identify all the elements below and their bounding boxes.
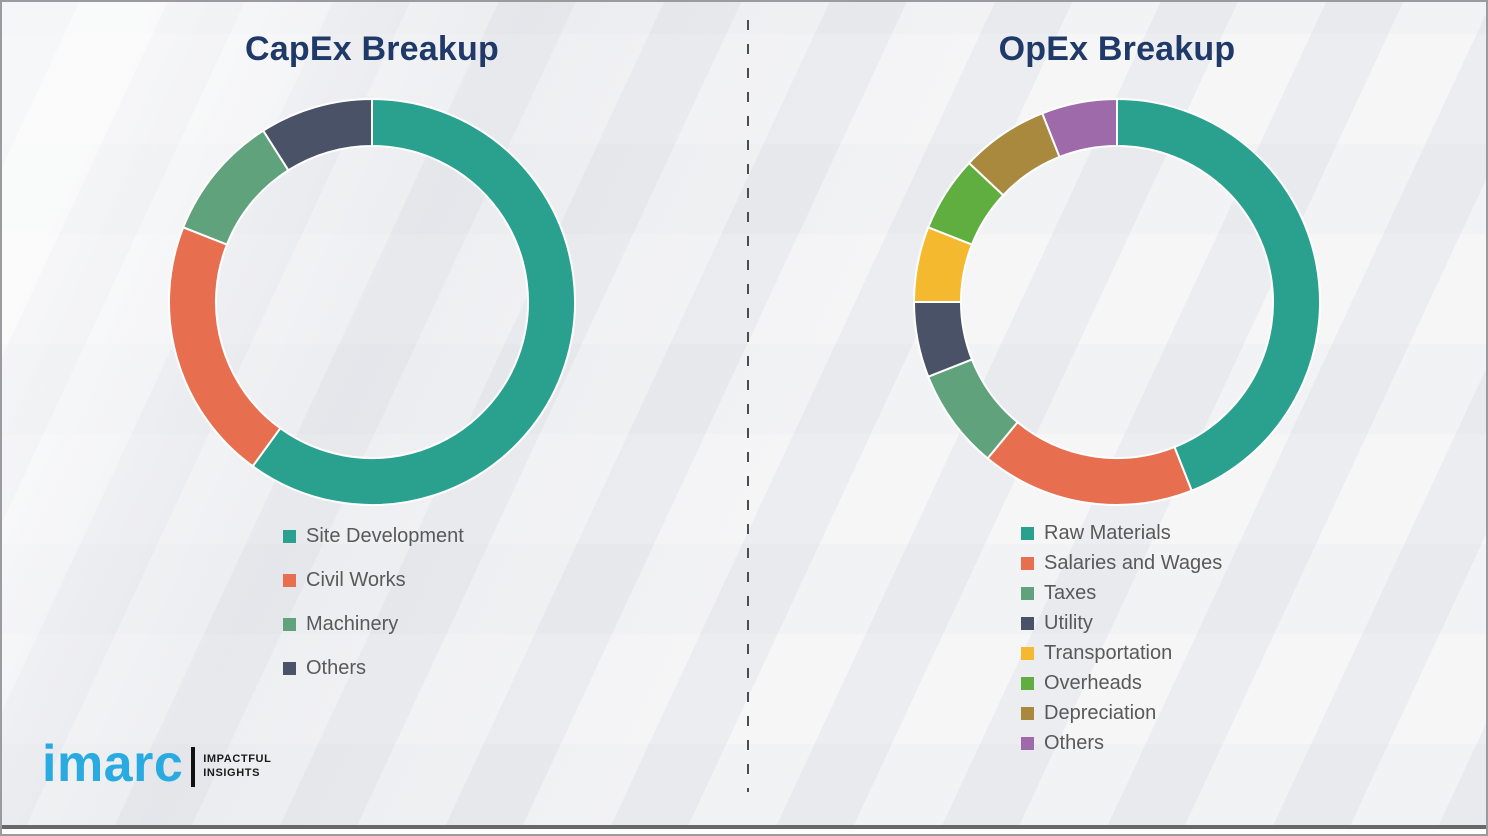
donut-segment-civil-works (168, 226, 282, 468)
legend-label: Overheads (1044, 671, 1142, 694)
legend-item-others: Others (1021, 728, 1222, 758)
imarc-logo: imarc IMPACTFUL INSIGHTS (42, 738, 271, 790)
legend-label: Taxes (1044, 581, 1097, 604)
donut-segment-site-development (251, 98, 576, 506)
legend-label: Raw Materials (1044, 521, 1171, 544)
legend-marker-depreciation (1021, 706, 1034, 720)
legend-marker-others (1021, 736, 1034, 750)
legend-item-others: Others (283, 646, 464, 690)
tagline-line-1: IMPACTFUL (203, 753, 272, 766)
legend-item-civil-works: Civil Works (283, 558, 464, 602)
legend-item-raw-materials: Raw Materials (1021, 518, 1222, 548)
opex-donut-chart (913, 98, 1321, 506)
legend-marker-salaries-and-wages (1021, 556, 1034, 570)
legend-marker-others (283, 661, 296, 675)
donut-segment-machinery (182, 129, 290, 246)
donut-segment-raw-materials (1116, 98, 1321, 492)
legend-label: Civil Works (306, 568, 406, 591)
legend-marker-civil-works (283, 573, 296, 587)
opex-chart-title: OpEx Breakup (998, 30, 1236, 68)
legend-label: Machinery (306, 612, 399, 635)
capex-chart-title: CapEx Breakup (245, 30, 499, 68)
imarc-logo-wordmark: imarc (42, 735, 184, 793)
legend-label: Utility (1044, 611, 1093, 634)
legend-label: Others (1044, 731, 1105, 754)
imarc-logo-tagline: IMPACTFUL INSIGHTS (203, 753, 271, 781)
donut-segment-salaries-and-wages (986, 421, 1193, 506)
legend-label: Site Development (306, 524, 464, 547)
legend-item-salaries-and-wages: Salaries and Wages (1021, 548, 1222, 578)
legend-label: Salaries and Wages (1044, 551, 1223, 574)
logo-separator-bar (191, 747, 196, 787)
legend-item-transportation: Transportation (1021, 638, 1222, 668)
legend-label: Others (306, 656, 367, 679)
legend-item-machinery: Machinery (283, 602, 464, 646)
capex-donut-chart (168, 98, 576, 506)
donut-segment-others (262, 98, 373, 172)
dashed-divider-line (747, 20, 749, 792)
legend-item-site-development: Site Development (283, 514, 464, 558)
slide-bottom-margin (2, 829, 1486, 834)
legend-item-utility: Utility (1021, 608, 1222, 638)
legend-marker-utility (1021, 616, 1034, 630)
tagline-line-2: INSIGHTS (203, 767, 261, 779)
legend-marker-overheads (1021, 676, 1034, 690)
legend-item-depreciation: Depreciation (1021, 698, 1222, 728)
opex-legend: Raw Materials Salaries and Wages Taxes Util… (1021, 518, 1222, 758)
legend-item-overheads: Overheads (1021, 668, 1222, 698)
legend-item-taxes: Taxes (1021, 578, 1222, 608)
legend-marker-transportation (1021, 646, 1034, 660)
legend-marker-raw-materials (1021, 526, 1034, 540)
slide-bottom-rule (2, 825, 1486, 829)
legend-label: Depreciation (1044, 701, 1157, 724)
legend-marker-taxes (1021, 586, 1034, 600)
legend-marker-machinery (283, 617, 296, 631)
donut-segment-others (1041, 98, 1118, 158)
legend-label: Transportation (1044, 641, 1173, 664)
capex-legend: Site Development Civil Works Machinery Othe… (283, 514, 464, 690)
legend-marker-site-development (283, 529, 296, 543)
